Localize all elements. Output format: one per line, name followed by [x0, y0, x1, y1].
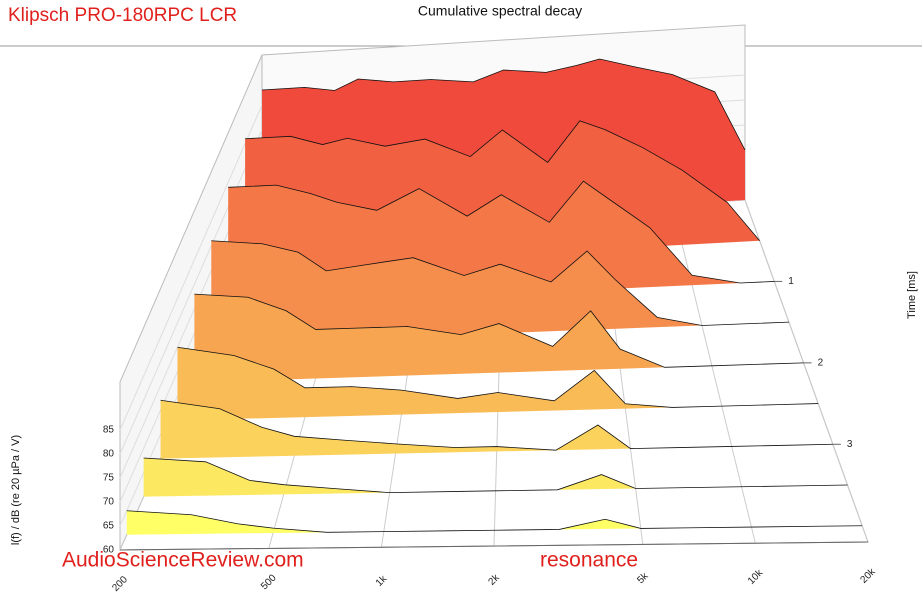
t-tick-label: 1 — [788, 276, 794, 287]
slice — [261, 58, 746, 151]
t-tick-label: 3 — [847, 439, 853, 450]
z-tick-label: 75 — [103, 473, 115, 484]
z-axis-label: l(f) / dB (re 20 µPa / V) — [10, 435, 22, 545]
z-tick-label: 85 — [103, 425, 115, 436]
chart-subtitle: Cumulative spectral decay — [418, 3, 582, 19]
z-tick-label: 70 — [103, 497, 115, 508]
t-axis-label: Time [ms] — [906, 271, 918, 319]
z-tick-label: 65 — [103, 521, 115, 532]
t-tick-label: 2 — [818, 357, 824, 368]
x-tick-label: 10k — [746, 567, 766, 587]
x-tick-label: 20k — [859, 566, 879, 586]
chart-title: Klipsch PRO-180RPC LCR — [8, 5, 237, 26]
x-tick-label: 5k — [635, 570, 651, 586]
z-tick-label: 60 — [103, 545, 115, 556]
x-tick-label: 500 — [259, 572, 279, 592]
slice — [177, 346, 819, 408]
slice-fill — [194, 294, 804, 383]
plot: 60 65 70 75 80 85 200 500 1k 2k 5k 10k 20k 1 2 3 — [103, 24, 879, 594]
z-tick-label: 80 — [103, 449, 115, 460]
x-tick-label: 1k — [374, 573, 390, 589]
front-edge — [119, 541, 869, 551]
slice-fill — [143, 458, 848, 497]
slice — [228, 180, 775, 284]
slice-fill — [160, 400, 833, 459]
slice — [143, 457, 848, 493]
slice — [245, 120, 760, 241]
annotation: resonance — [540, 549, 638, 572]
slice — [194, 293, 804, 368]
slice — [160, 399, 833, 451]
x-tick-label: 200 — [110, 574, 130, 594]
slice-fill — [126, 510, 863, 535]
slice-fill — [177, 347, 819, 421]
x-tick-label: 2k — [486, 572, 502, 588]
slice — [126, 510, 863, 533]
watermark: AudioScienceReview.com — [62, 549, 304, 572]
slice — [211, 240, 789, 326]
